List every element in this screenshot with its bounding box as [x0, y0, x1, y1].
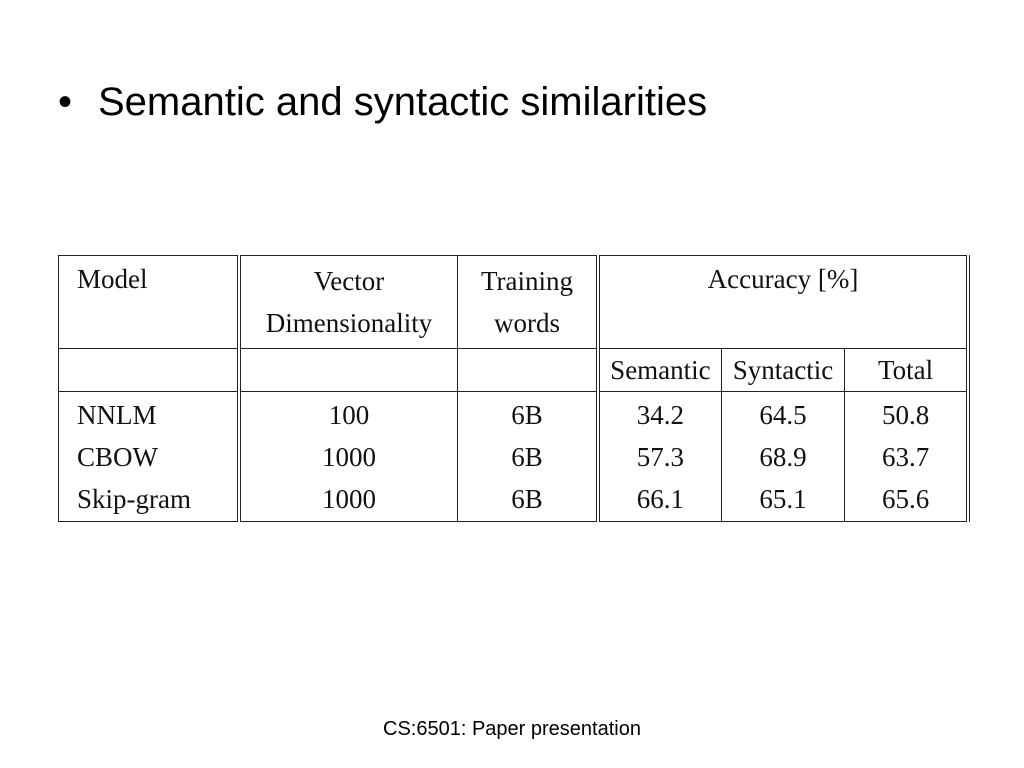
cell-syntactic: 65.1 — [720, 478, 845, 522]
table-row: CBOW 1000 6B 57.3 68.9 63.7 — [58, 436, 971, 478]
cell-train: 6B — [457, 391, 598, 436]
cell-semantic: 66.1 — [595, 478, 722, 522]
header-training-words: Training words — [457, 255, 598, 349]
table-row: NNLM 100 6B 34.2 64.5 50.8 — [58, 391, 971, 436]
table-row: Skip-gram 1000 6B 66.1 65.1 65.6 — [58, 478, 971, 522]
header-row-2: Semantic Syntactic Total — [58, 348, 971, 392]
cell-semantic: 57.3 — [595, 436, 722, 478]
header-training-line2: words — [494, 308, 560, 338]
cell-total: 50.8 — [844, 391, 971, 436]
header-dimensionality-line2: Dimensionality — [265, 308, 433, 338]
header-syntactic: Syntactic — [720, 348, 845, 392]
cell-syntactic: 68.9 — [720, 436, 845, 478]
slide-footer: CS:6501: Paper presentation — [383, 718, 641, 740]
cell-dim: 100 — [237, 391, 458, 436]
cell-train: 6B — [457, 436, 598, 478]
cell-model: NNLM — [58, 391, 239, 436]
cell-syntactic: 64.5 — [720, 391, 845, 436]
header-training-line1: Training — [480, 266, 574, 296]
results-table-container: Model Vector Dimensionality Training wor… — [58, 255, 971, 522]
bullet-text: Semantic and syntactic similarities — [98, 80, 708, 124]
header-dimensionality-line1: Vector — [313, 266, 385, 296]
header-empty-train — [457, 348, 598, 392]
header-empty-model — [58, 348, 239, 392]
header-row-1: Model Vector Dimensionality Training wor… — [58, 255, 970, 349]
cell-dim: 1000 — [237, 436, 458, 478]
header-model: Model — [58, 255, 239, 349]
header-empty-dim — [237, 348, 458, 392]
cell-total: 65.6 — [844, 478, 971, 522]
header-dimensionality: Vector Dimensionality — [237, 255, 458, 349]
cell-model: Skip-gram — [58, 478, 239, 522]
cell-dim: 1000 — [237, 478, 458, 522]
cell-semantic: 34.2 — [595, 391, 722, 436]
bullet-icon: • — [58, 80, 73, 124]
header-accuracy: Accuracy [%] — [596, 255, 970, 349]
cell-model: CBOW — [58, 436, 239, 478]
header-semantic: Semantic — [595, 348, 722, 392]
cell-total: 63.7 — [844, 436, 971, 478]
results-table: Model Vector Dimensionality Training wor… — [58, 255, 971, 522]
cell-train: 6B — [457, 478, 598, 522]
bullet-point: • Semantic and syntactic similarities — [58, 78, 707, 126]
header-total: Total — [844, 348, 971, 392]
